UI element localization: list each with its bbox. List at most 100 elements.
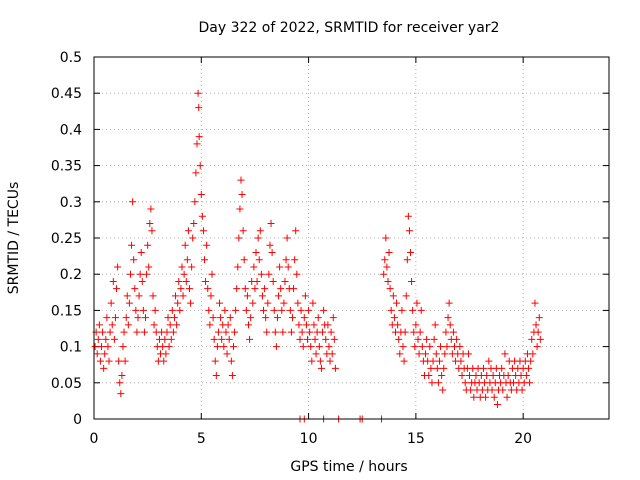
data-point — [138, 277, 146, 285]
data-point — [466, 372, 474, 380]
data-point — [163, 328, 171, 336]
data-point — [189, 234, 197, 242]
data-point — [410, 328, 418, 336]
data-point — [120, 328, 128, 336]
data-point — [384, 277, 392, 285]
data-point — [272, 343, 280, 351]
data-point — [250, 263, 258, 271]
data-point — [305, 306, 313, 314]
data-point — [381, 256, 389, 264]
data-point — [267, 220, 275, 228]
data-point — [269, 277, 277, 285]
data-point — [251, 285, 259, 293]
data-point — [144, 241, 152, 249]
data-point — [131, 285, 139, 293]
data-point — [260, 306, 268, 314]
data-point — [385, 248, 393, 256]
data-point — [437, 343, 445, 351]
data-point — [107, 299, 115, 307]
data-point — [148, 227, 156, 235]
data-point — [122, 314, 130, 322]
data-point — [198, 212, 206, 220]
data-point — [253, 277, 261, 285]
data-point — [208, 270, 216, 278]
data-point — [288, 314, 296, 322]
data-point — [181, 241, 189, 249]
data-point — [217, 314, 225, 322]
data-point — [316, 357, 324, 365]
data-point — [444, 314, 452, 322]
data-point — [403, 256, 411, 264]
data-point — [174, 299, 182, 307]
data-point — [94, 335, 102, 343]
data-point — [400, 357, 408, 365]
data-point — [489, 372, 497, 380]
data-point — [312, 350, 320, 358]
data-point — [249, 299, 257, 307]
data-point — [467, 386, 475, 394]
data-point — [527, 357, 535, 365]
data-point — [328, 350, 336, 358]
data-point — [129, 198, 137, 206]
data-point — [319, 328, 327, 336]
data-point — [490, 393, 498, 401]
data-point — [238, 191, 246, 199]
data-point — [222, 328, 230, 336]
data-point — [134, 314, 142, 322]
data-point — [184, 227, 192, 235]
data-point — [275, 292, 283, 300]
data-point — [182, 277, 190, 285]
data-point — [226, 314, 234, 322]
data-point — [442, 328, 450, 336]
data-point — [145, 263, 153, 271]
data-point — [297, 306, 305, 314]
data-point — [411, 343, 419, 351]
data-point — [146, 220, 154, 228]
data-point — [229, 343, 237, 351]
data-point — [292, 227, 300, 235]
data-point — [202, 277, 210, 285]
data-point — [233, 285, 241, 293]
data-point — [433, 364, 441, 372]
data-point — [206, 321, 214, 329]
y-tick-label: 0.25 — [51, 231, 82, 247]
data-point — [383, 263, 391, 271]
data-point — [177, 285, 185, 293]
data-point — [126, 270, 134, 278]
data-point — [203, 241, 211, 249]
data-point — [240, 256, 248, 264]
data-point — [115, 357, 123, 365]
data-point — [268, 248, 276, 256]
data-point — [470, 393, 478, 401]
data-point — [207, 292, 215, 300]
data-point — [142, 314, 149, 322]
data-point — [109, 277, 117, 285]
data-point — [211, 357, 219, 365]
data-point — [178, 263, 186, 271]
data-point — [310, 321, 318, 329]
data-point — [407, 248, 415, 256]
data-point — [283, 234, 291, 242]
y-tick-label: 0 — [73, 412, 82, 428]
data-point — [236, 205, 244, 213]
data-point — [196, 162, 204, 170]
data-point — [325, 343, 333, 351]
data-point — [234, 263, 242, 271]
data-point — [464, 350, 472, 358]
data-point — [453, 335, 461, 343]
data-point — [535, 314, 543, 322]
data-point — [309, 299, 317, 307]
data-point — [399, 343, 407, 351]
y-tick-label: 0.45 — [51, 86, 82, 102]
data-point — [525, 364, 533, 372]
data-point — [440, 364, 448, 372]
data-point — [457, 357, 465, 365]
data-point — [416, 328, 424, 336]
data-point — [298, 328, 306, 336]
data-point — [224, 321, 232, 329]
data-point — [99, 328, 107, 336]
grid — [94, 57, 609, 419]
data-point — [282, 256, 290, 264]
data-point — [124, 321, 132, 329]
data-point — [526, 379, 534, 387]
